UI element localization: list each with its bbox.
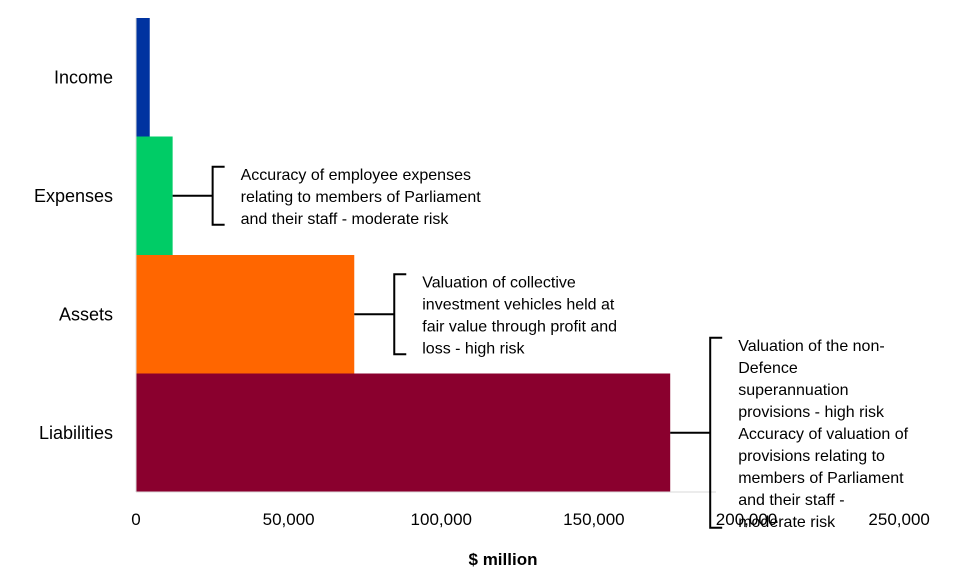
x-axis-label: $ million [469, 550, 538, 569]
bar-liabilities [136, 373, 671, 492]
category-label-income: Income [54, 67, 113, 87]
category-label-expenses: Expenses [34, 186, 113, 206]
category-label-liabilities: Liabilities [39, 423, 113, 443]
annotation-text-line: provisions - high risk [738, 404, 885, 421]
annotation-text-line: moderate risk [738, 514, 836, 531]
annotation-text-line: Accuracy of valuation of [738, 426, 908, 443]
annotation-bracket [172, 165, 225, 226]
x-tick-label: 50,000 [263, 510, 315, 529]
annotation-text-line: relating to members of Parliament [241, 189, 482, 206]
annotation-assets: Valuation of collective investment vehicl… [354, 273, 617, 357]
annotation-text-line: Defence [738, 360, 798, 377]
annotation-liabilities: Valuation of the non- Defence superannuati… [670, 336, 909, 531]
annotations-group: Accuracy of employee expenses relating to… [172, 165, 909, 531]
category-labels: Income Expenses Assets Liabilities [34, 67, 113, 443]
annotation-text-line: investment vehicles held at [422, 296, 615, 313]
x-tick-label: 250,000 [868, 510, 929, 529]
annotation-bracket [670, 336, 723, 529]
annotation-text-line: Valuation of collective [422, 274, 576, 291]
annotation-text-line: provisions relating to [738, 448, 885, 465]
x-tick-label: 100,000 [411, 510, 472, 529]
category-label-assets: Assets [59, 304, 113, 324]
annotation-text-line: Valuation of the non- [738, 338, 884, 355]
annotation-text-line: Accuracy of employee expenses [241, 167, 471, 184]
annotation-bracket [354, 273, 407, 356]
annotation-text-line: loss - high risk [422, 340, 525, 357]
x-tick-label: 150,000 [563, 510, 624, 529]
bars-group [136, 18, 671, 492]
bar-income [136, 18, 150, 137]
x-tick-labels: 0 50,000 100,000 150,000 200,000 250,000 [131, 510, 930, 529]
annotation-expenses: Accuracy of employee expenses relating to… [172, 165, 482, 228]
annotation-text-line: superannuation [738, 382, 848, 399]
x-tick-label: 0 [131, 510, 140, 529]
bar-assets [136, 255, 355, 374]
bar-expenses [136, 136, 173, 255]
annotation-text-line: members of Parliament [738, 470, 904, 487]
annotation-text-line: fair value through profit and [422, 318, 617, 335]
annotation-text-line: and their staff - moderate risk [241, 211, 450, 228]
annotation-text-line: and their staff - [738, 492, 844, 509]
x-tick-label: 200,000 [716, 510, 777, 529]
